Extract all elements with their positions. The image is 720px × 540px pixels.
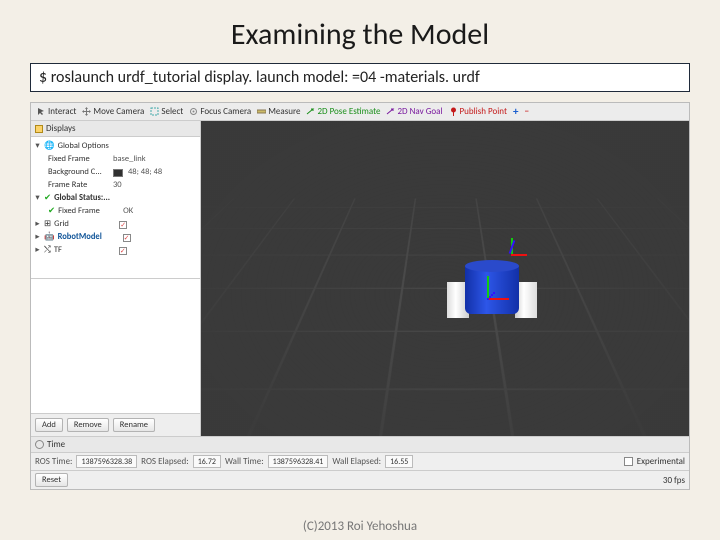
tree-fixed-frame[interactable]: Fixed Framebase_link <box>34 153 197 166</box>
panel-icon <box>35 125 43 133</box>
rename-button[interactable]: Rename <box>113 418 155 432</box>
focus-camera-tool[interactable]: Focus Camera <box>189 106 251 117</box>
color-swatch <box>113 169 123 177</box>
tree-frame-rate[interactable]: Frame Rate30 <box>34 179 197 192</box>
measure-label: Measure <box>268 106 300 117</box>
experimental-checkbox[interactable] <box>624 457 633 466</box>
remove-tool[interactable]: − <box>524 106 528 117</box>
ros-time-value: 1387596328.38 <box>76 455 137 468</box>
nav-goal-tool[interactable]: 2D Nav Goal <box>386 106 442 117</box>
wall-time-label: Wall Time: <box>225 456 264 467</box>
plus-icon: + <box>513 105 518 118</box>
cursor-icon <box>37 107 46 116</box>
wall-elapsed-value: 16.55 <box>385 455 413 468</box>
move-camera-label: Move Camera <box>93 106 144 117</box>
tree-fixed-frame-status[interactable]: ✔Fixed FrameOK <box>34 205 197 218</box>
wall-time-value: 1387596328.41 <box>268 455 329 468</box>
select-tool[interactable]: Select <box>150 106 183 117</box>
move-camera-tool[interactable]: Move Camera <box>82 106 144 117</box>
side-panel: Displays ▾🌐Global Options Fixed Framebas… <box>31 121 201 436</box>
pose-estimate-tool[interactable]: 2D Pose Estimate <box>306 106 380 117</box>
focus-camera-label: Focus Camera <box>200 106 251 117</box>
clock-icon <box>35 440 44 449</box>
viewport-fade <box>201 121 689 436</box>
publish-point-label: Publish Point <box>460 106 507 117</box>
command-box: $ roslaunch urdf_tutorial display. launc… <box>30 63 690 92</box>
time-label: Time <box>47 439 65 450</box>
displays-panel-header[interactable]: Displays <box>31 121 200 137</box>
rviz-window: Interact Move Camera Select Focus Camera… <box>30 102 690 490</box>
tree-global-status[interactable]: ▾✔Global Status:... <box>34 192 197 205</box>
pose-estimate-label: 2D Pose Estimate <box>317 106 380 117</box>
ros-elapsed-label: ROS Elapsed: <box>141 456 189 467</box>
nav-goal-label: 2D Nav Goal <box>397 106 442 117</box>
copyright: (C)2013 Roi Yehoshua <box>0 519 720 534</box>
remove-button[interactable]: Remove <box>67 418 109 432</box>
grid-checkbox[interactable] <box>119 221 127 229</box>
minus-icon: − <box>524 106 528 117</box>
wall-elapsed-label: Wall Elapsed: <box>332 456 381 467</box>
displays-label: Displays <box>46 123 76 134</box>
time-panel-header[interactable]: Time <box>31 436 689 452</box>
select-icon <box>150 107 159 116</box>
ros-elapsed-value: 16.72 <box>193 455 221 468</box>
slide-title: Examining the Model <box>0 0 720 63</box>
robot-cylinder-top <box>465 260 519 272</box>
measure-tool[interactable]: Measure <box>257 106 300 117</box>
main-row: Displays ▾🌐Global Options Fixed Framebas… <box>31 121 689 436</box>
property-panel <box>31 278 200 414</box>
interact-label: Interact <box>48 106 76 117</box>
arrow-icon <box>306 107 315 116</box>
tree-robot-model[interactable]: ▸🤖RobotModel <box>34 231 197 244</box>
add-button[interactable]: Add <box>35 418 63 432</box>
publish-point-tool[interactable]: Publish Point <box>449 106 507 117</box>
target-icon <box>189 107 198 116</box>
select-label: Select <box>161 106 183 117</box>
tree-grid[interactable]: ▸⊞Grid <box>34 218 197 231</box>
add-tool[interactable]: + <box>513 105 518 118</box>
ros-time-label: ROS Time: <box>35 456 72 467</box>
displays-tree[interactable]: ▾🌐Global Options Fixed Framebase_link Ba… <box>31 137 200 278</box>
move-icon <box>82 107 91 116</box>
tf-checkbox[interactable] <box>119 247 127 255</box>
toolbar: Interact Move Camera Select Focus Camera… <box>31 103 689 121</box>
experimental-label: Experimental <box>637 456 685 467</box>
3d-viewport[interactable] <box>201 121 689 436</box>
tree-global-options[interactable]: ▾🌐Global Options <box>34 140 197 153</box>
time-status-row: ROS Time: 1387596328.38 ROS Elapsed: 16.… <box>31 452 689 470</box>
interact-tool[interactable]: Interact <box>37 106 76 117</box>
arrow2-icon <box>386 107 395 116</box>
bottom-row: Reset 30 fps <box>31 470 689 489</box>
tree-tf[interactable]: ▸⤭TF <box>34 244 197 257</box>
pin-icon <box>449 107 458 116</box>
side-buttons: Add Remove Rename <box>31 413 200 436</box>
ruler-icon <box>257 107 266 116</box>
robot-cylinder-body <box>465 266 519 314</box>
robotmodel-checkbox[interactable] <box>123 234 131 242</box>
tree-background[interactable]: Background C...48; 48; 48 <box>34 166 197 179</box>
reset-button[interactable]: Reset <box>35 473 68 487</box>
fps-label: 30 fps <box>663 475 685 486</box>
